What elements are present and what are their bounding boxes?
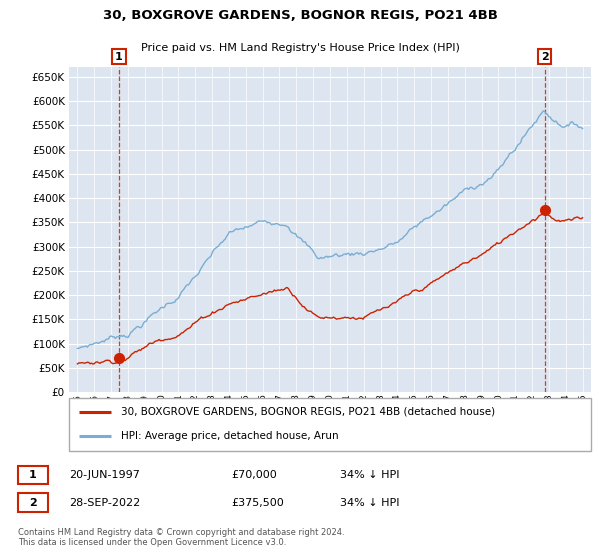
Text: Price paid vs. HM Land Registry's House Price Index (HPI): Price paid vs. HM Land Registry's House …: [140, 43, 460, 53]
FancyBboxPatch shape: [69, 398, 591, 451]
Text: HPI: Average price, detached house, Arun: HPI: Average price, detached house, Arun: [121, 431, 339, 441]
Text: £70,000: £70,000: [231, 470, 277, 480]
Text: 1: 1: [29, 470, 37, 480]
Text: 30, BOXGROVE GARDENS, BOGNOR REGIS, PO21 4BB: 30, BOXGROVE GARDENS, BOGNOR REGIS, PO21…: [103, 9, 497, 22]
Text: Contains HM Land Registry data © Crown copyright and database right 2024.
This d: Contains HM Land Registry data © Crown c…: [18, 528, 344, 548]
Text: 34% ↓ HPI: 34% ↓ HPI: [340, 498, 400, 507]
Text: 30, BOXGROVE GARDENS, BOGNOR REGIS, PO21 4BB (detached house): 30, BOXGROVE GARDENS, BOGNOR REGIS, PO21…: [121, 407, 496, 417]
Text: 2: 2: [541, 52, 548, 62]
Text: 2: 2: [29, 498, 37, 507]
FancyBboxPatch shape: [18, 466, 48, 484]
Text: 28-SEP-2022: 28-SEP-2022: [70, 498, 141, 507]
Text: 34% ↓ HPI: 34% ↓ HPI: [340, 470, 400, 480]
Text: £375,500: £375,500: [231, 498, 284, 507]
FancyBboxPatch shape: [18, 493, 48, 512]
Text: 1: 1: [115, 52, 123, 62]
Text: 20-JUN-1997: 20-JUN-1997: [70, 470, 140, 480]
